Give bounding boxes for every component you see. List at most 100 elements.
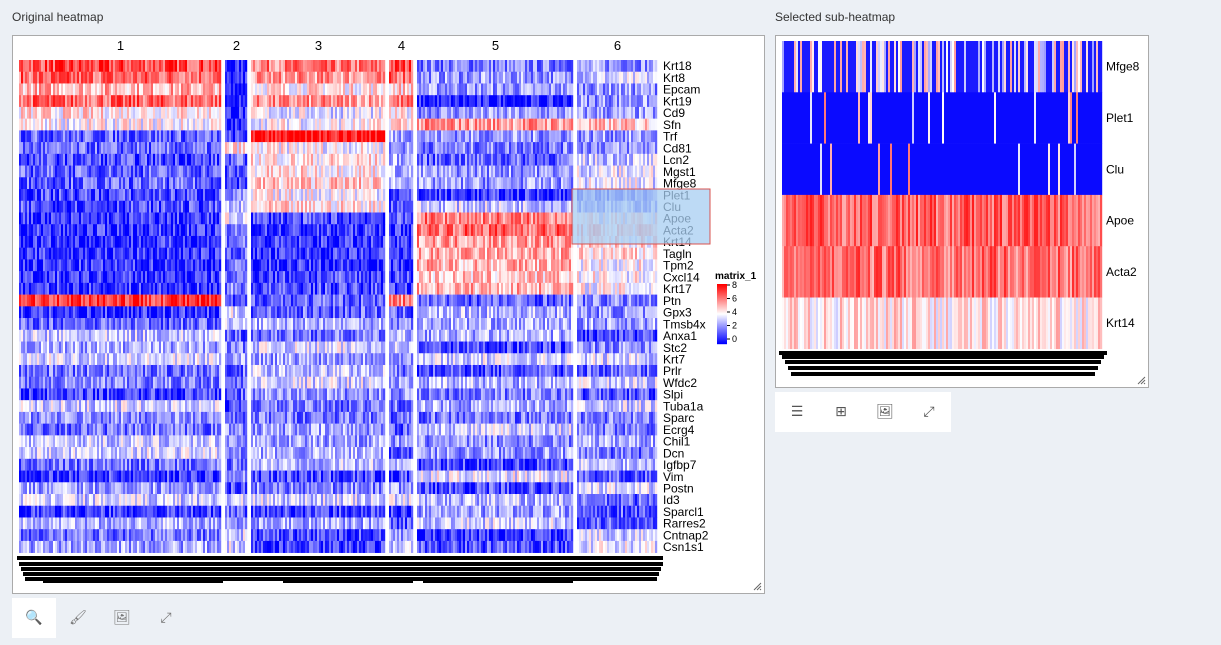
heatmap-cell-Postn-5 — [417, 482, 420, 495]
gene-label: Sfn — [663, 118, 681, 132]
heatmap-cell-Anxa1-5 — [417, 329, 420, 342]
gene-label: Gpx3 — [663, 306, 692, 320]
heatmap-cell-Acta2-5 — [417, 224, 420, 237]
heatmap-cell-Rarres2-2 — [225, 517, 228, 530]
heatmap-cell-Lcn2-6 — [577, 153, 580, 166]
heatmap-cell-Apoe-1 — [19, 212, 22, 225]
heatmap-cell-Postn-3 — [251, 482, 254, 495]
heatmap-cell-Sparc-6 — [577, 411, 580, 424]
heatmap-cell-Slpi-6 — [577, 388, 580, 401]
heatmap-cell-Ptn-4 — [389, 294, 392, 307]
heatmap-cell-Tuba1a-5 — [417, 400, 420, 413]
heatmap-cell-Wfdc2-4 — [389, 376, 392, 389]
heatmap-cell-Rarres2-3 — [251, 517, 254, 530]
save-image-button[interactable]: 🖼 — [863, 392, 907, 432]
heatmap-cell-Anxa1-6 — [577, 329, 580, 342]
heatmap-cell-Clu-2 — [225, 200, 228, 213]
heatmap-cell-Cxcl14-4 — [389, 271, 392, 284]
heatmap-cell-Chil1-3 — [251, 435, 254, 448]
heatmap-cell-Epcam-6 — [577, 83, 580, 96]
heatmap-cell-Krt18-5 — [417, 60, 420, 73]
resize-handle-icon[interactable] — [753, 582, 762, 591]
save-image-button[interactable]: 🖼 — [100, 598, 144, 638]
heatmap-cell-Cxcl14-6 — [577, 271, 580, 284]
legend-tick: 8 — [732, 280, 737, 290]
heatmap-cell-Tpm2-4 — [389, 259, 392, 272]
heatmap-cell-Ecrg4-3 — [251, 423, 254, 436]
original-heatmap-panel[interactable]: 1 2 3 4 5 6 Krt18 Krt8 Epcam Krt19 Cd9 Sfn Trf Cd81 L… — [12, 35, 765, 594]
heatmap-cell-Plet1-1 — [19, 189, 22, 202]
heatmap-cell-Cxcl14-3 — [251, 271, 254, 284]
resize-handle-icon[interactable] — [1137, 376, 1146, 385]
search-button[interactable]: 🔍 — [12, 598, 56, 638]
gene-label: Mfge8 — [663, 177, 697, 191]
heatmap-cell-Sfn-2 — [225, 118, 228, 131]
table-button[interactable]: ⊞ — [819, 392, 863, 432]
heatmap-cell-Id3-4 — [389, 494, 392, 507]
heatmap-cell-Ecrg4-1 — [19, 423, 22, 436]
heatmap-cell-Krt8-3 — [251, 71, 254, 84]
heatmap-cell-Krt18-6 — [577, 60, 580, 73]
gene-label: Prlr — [663, 364, 682, 378]
heatmap-cell-Krt18-3 — [251, 60, 254, 73]
heatmap-cell-Krt14-2 — [225, 235, 228, 248]
heatmap-cell-Igfbp7-5 — [417, 458, 420, 471]
heatmap-cell-Tpm2-2 — [225, 259, 228, 272]
heatmap-cell-Wfdc2-6 — [577, 376, 580, 389]
heatmap-cell-Tuba1a-3 — [251, 400, 254, 413]
sub-gene-label: Krt14 — [1106, 316, 1135, 330]
expand-button[interactable]: ⤢ — [907, 392, 951, 432]
heatmap-cell-Krt17-1 — [19, 282, 22, 295]
heatmap-cell-Slpi-1 — [19, 388, 22, 401]
original-heatmap-toolbar: 🔍 🖌 🖼 ⤢ — [12, 598, 188, 638]
heatmap-cell-Anxa1-4 — [389, 329, 392, 342]
heatmap-cell-Tmsb4x-4 — [389, 318, 392, 331]
heatmap-cell-Tagln-2 — [225, 247, 228, 260]
heatmap-cell-Krt19-3 — [251, 95, 254, 108]
original-heatmap-canvas[interactable]: 1 2 3 4 5 6 Krt18Krt8EpcamKrt19Cd9SfnTrfCd81L… — [13, 36, 764, 593]
checklist-button[interactable]: ☰ — [775, 392, 819, 432]
gene-label: Sparc — [663, 411, 694, 425]
expand-icon: ⤢ — [923, 404, 935, 420]
expand-button[interactable]: ⤢ — [144, 598, 188, 638]
selection-box[interactable] — [571, 188, 711, 245]
heatmap-cell-Id3-5 — [417, 494, 420, 507]
sub-heatmap-row-Krt14 — [782, 297, 785, 350]
heatmap-cell-Igfbp7-3 — [251, 458, 254, 471]
heatmap-cell-Krt18-4 — [389, 60, 392, 73]
column-label: 1 — [117, 38, 124, 53]
heatmap-cell-Prlr-6 — [577, 364, 580, 378]
gene-label: Epcam — [663, 83, 700, 97]
sub-heatmap-panel[interactable]: Mfge8 Plet1 Clu Apoe Acta2 Krt14 — [775, 35, 1149, 388]
heatmap-cell-Krt19-6 — [577, 95, 580, 108]
column-label: 4 — [398, 38, 405, 53]
heatmap-cell-Krt7-4 — [389, 353, 392, 366]
heatmap-cell-Krt17-2 — [225, 282, 228, 295]
expand-icon: ⤢ — [160, 610, 172, 626]
heatmap-cell-Krt17-3 — [251, 282, 254, 295]
heatmap-cell-Tpm2-1 — [19, 259, 22, 272]
heatmap-cell-Lcn2-3 — [251, 153, 254, 166]
heatmap-cell-Sparcl1-2 — [225, 505, 228, 518]
gene-label: Dcn — [663, 446, 684, 460]
heatmap-cell-Ptn-3 — [251, 294, 254, 307]
heatmap-cell-Krt14-5 — [417, 235, 420, 248]
sub-gene-label: Acta2 — [1106, 265, 1137, 279]
brush-button[interactable]: 🖌 — [56, 598, 100, 638]
heatmap-cell-Plet1-4 — [389, 189, 392, 202]
heatmap-cell-Csn1s1-4 — [389, 540, 392, 553]
sub-heatmap-canvas[interactable]: Mfge8 Plet1 Clu Apoe Acta2 Krt14 — [776, 36, 1148, 387]
gene-label: Mgst1 — [663, 165, 696, 179]
heatmap-cell-Cxcl14-5 — [417, 271, 420, 284]
column-label: 3 — [315, 38, 322, 53]
heatmap-cell-Cd9-2 — [225, 106, 228, 119]
sub-gene-label: Plet1 — [1106, 111, 1134, 125]
heatmap-cell-Igfbp7-1 — [19, 458, 22, 471]
heatmap-cell-Tagln-5 — [417, 247, 420, 260]
heatmap-cell-Stc2-5 — [417, 341, 420, 354]
heatmap-cell-Krt8-6 — [577, 71, 580, 84]
heatmap-cell-Tpm2-5 — [417, 259, 420, 272]
heatmap-cell-Postn-1 — [19, 482, 22, 495]
gene-label: Tagln — [663, 247, 692, 261]
heatmap-cell-Dcn-2 — [225, 447, 228, 460]
